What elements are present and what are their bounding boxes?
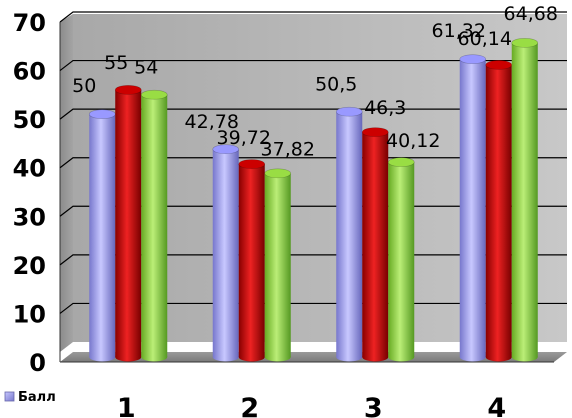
bar-top — [88, 109, 116, 119]
bar-base — [336, 352, 363, 362]
bars — [88, 38, 539, 362]
data-label: 50,5 — [315, 74, 357, 96]
x-tick-label: 2 — [240, 393, 259, 418]
floor — [60, 352, 567, 362]
bar-top — [264, 168, 292, 179]
data-label: 37,82 — [261, 138, 315, 160]
data-label: 50 — [72, 75, 96, 97]
bar-base — [115, 352, 142, 362]
bar-body — [141, 94, 168, 357]
bar — [335, 106, 363, 362]
bar-body — [511, 42, 538, 358]
y-axis-ticks: 0 10 20 30 40 50 60 70 — [13, 9, 46, 377]
bar-base — [511, 352, 538, 362]
y-tick-label: 70 — [13, 9, 46, 37]
bar-body — [212, 149, 239, 357]
bar-top — [511, 38, 539, 48]
bar-base — [485, 352, 512, 362]
bar-base — [141, 352, 168, 362]
data-label: 42,78 — [185, 111, 239, 133]
bar-body — [115, 89, 142, 357]
bar — [140, 89, 168, 362]
bar-base — [238, 352, 265, 362]
y-tick-label: 60 — [13, 58, 46, 86]
bar-body — [89, 114, 116, 358]
x-tick-label: 3 — [364, 393, 383, 418]
data-label: 55 — [104, 52, 128, 74]
bar — [485, 60, 513, 362]
bar-base — [264, 352, 291, 362]
bar-base — [388, 352, 415, 362]
x-tick-label: 4 — [487, 393, 506, 418]
bar — [212, 144, 240, 362]
bar — [264, 168, 292, 362]
side-wall — [60, 14, 73, 352]
bar-body — [485, 64, 512, 358]
y-tick-label: 40 — [13, 155, 46, 183]
bar — [88, 109, 116, 362]
gridline — [59, 11, 567, 23]
bar-base — [459, 352, 486, 362]
bar-top — [238, 159, 266, 169]
bar-body — [388, 162, 415, 357]
gridline — [59, 108, 567, 120]
gridline — [59, 59, 567, 72]
bar-top — [335, 106, 363, 117]
bar — [361, 127, 389, 362]
bar-base — [89, 352, 116, 362]
y-tick-label: 20 — [13, 252, 46, 280]
y-tick-label: 0 — [29, 349, 46, 377]
x-tick-label: 1 — [117, 393, 136, 418]
bar-body — [459, 59, 486, 357]
bar — [459, 54, 487, 362]
bar — [387, 157, 415, 362]
legend-label: Балл — [18, 390, 56, 405]
bar-base — [212, 352, 239, 362]
data-label: 39,72 — [217, 127, 271, 149]
bar-top — [140, 89, 168, 100]
bar-top — [459, 54, 487, 64]
bar-top — [387, 157, 415, 167]
data-label: 61,32 — [432, 20, 486, 42]
bar-top — [212, 144, 240, 155]
y-tick-label: 50 — [13, 106, 46, 134]
bar — [238, 159, 266, 362]
bar-top — [485, 60, 513, 70]
data-label: 60,14 — [458, 28, 512, 50]
data-label: 40,12 — [386, 130, 440, 152]
x-axis-ticks: 1 2 3 4 — [117, 393, 506, 418]
bar — [114, 85, 142, 362]
bar-body — [264, 173, 291, 357]
bar-body — [336, 111, 363, 357]
bar-base — [362, 352, 389, 362]
data-label: 46,3 — [364, 97, 406, 119]
legend-swatch — [4, 391, 15, 402]
bar-body — [238, 164, 265, 357]
data-label: 64,68 — [504, 3, 558, 25]
legend: Балл — [4, 390, 56, 405]
bar-body — [362, 132, 389, 357]
bar-top — [361, 127, 389, 137]
bar-top — [114, 85, 142, 95]
data-label: 54 — [134, 57, 158, 79]
bar — [511, 38, 539, 362]
y-tick-label: 30 — [13, 203, 46, 231]
y-tick-label: 10 — [13, 300, 46, 328]
